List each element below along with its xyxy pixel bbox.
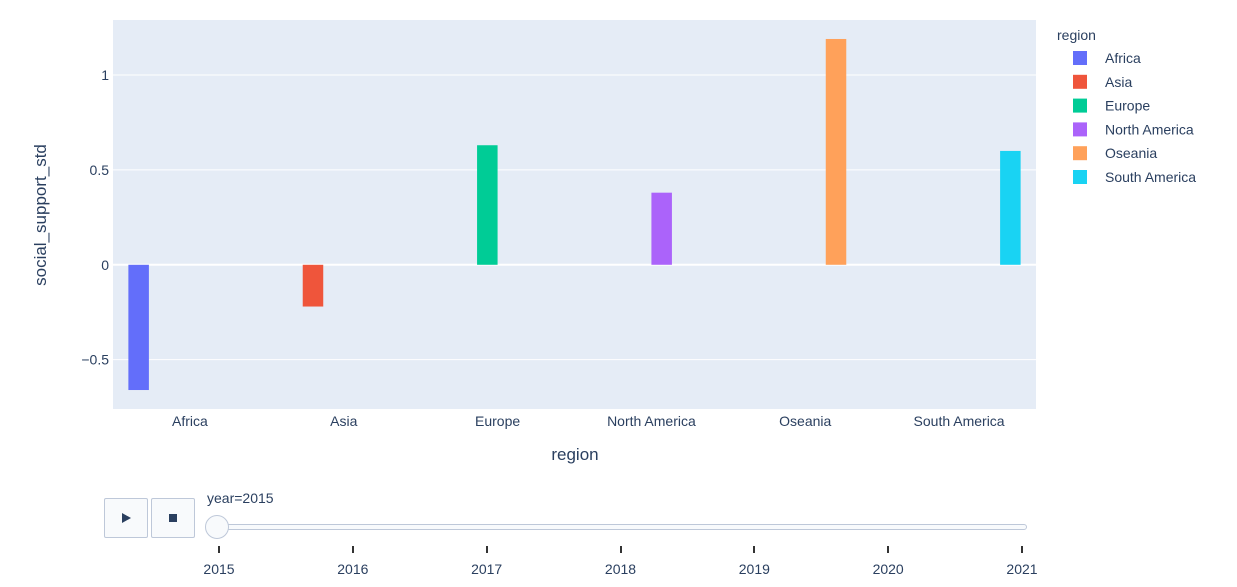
slider-step-label: 2020 — [872, 561, 904, 577]
bar-europe[interactable] — [477, 145, 498, 265]
legend-title: region — [1057, 27, 1096, 43]
stop-icon — [169, 514, 177, 522]
x-axis-title: region — [551, 445, 598, 464]
legend-item-label[interactable]: South America — [1105, 169, 1196, 185]
x-tick-label: Africa — [172, 413, 208, 429]
legend: region Africa Asia Europe North America Osea… — [1057, 27, 1196, 185]
y-axis-title: social_support_std — [31, 144, 50, 286]
play-button[interactable] — [104, 498, 148, 538]
slider-step-label: 2016 — [337, 561, 369, 577]
x-tick-labels: Africa Asia Europe North America Oseania Sout… — [172, 413, 1005, 429]
y-tick-label: 0 — [101, 257, 109, 273]
bar-north-america[interactable] — [651, 192, 672, 265]
legend-swatch[interactable] — [1073, 170, 1087, 184]
legend-item-label[interactable]: Europe — [1105, 98, 1150, 114]
slider-step-tick — [351, 546, 354, 553]
plot-area — [113, 20, 1036, 409]
slider-step-label: 2021 — [1006, 561, 1038, 577]
bar-oseania[interactable] — [825, 38, 847, 265]
bar-africa[interactable] — [128, 264, 149, 391]
slider-step-tick — [485, 546, 488, 553]
legend-swatch[interactable] — [1073, 98, 1087, 113]
slider-step-tick — [887, 546, 890, 553]
x-tick-label: Europe — [475, 413, 520, 429]
bars — [128, 38, 1021, 391]
y-tick-label: 0.5 — [90, 162, 110, 178]
slider-step-tick — [1021, 546, 1023, 553]
x-tick-label: Asia — [330, 413, 357, 429]
play-icon — [122, 513, 131, 523]
slider-current-label: year=2015 — [207, 490, 274, 506]
slider-step-label: 2015 — [203, 561, 235, 577]
legend-swatch[interactable] — [1073, 122, 1087, 137]
x-tick-label: South America — [914, 413, 1005, 429]
stop-button[interactable] — [151, 498, 195, 538]
slider-step-tick — [753, 546, 756, 553]
legend-item-label[interactable]: North America — [1105, 121, 1194, 137]
slider-step-label: 2018 — [604, 561, 637, 577]
slider-step-label: 2017 — [471, 561, 503, 577]
gridlines — [113, 74, 1036, 361]
y-tick-label: 1 — [101, 67, 109, 83]
legend-swatch[interactable] — [1073, 51, 1087, 65]
legend-swatch[interactable] — [1073, 146, 1087, 161]
legend-item-label[interactable]: Africa — [1105, 50, 1141, 66]
y-tick-label: −0.5 — [81, 352, 109, 368]
y-tick-labels: −0.5 0 0.5 1 — [81, 67, 109, 368]
legend-item-label[interactable]: Asia — [1105, 74, 1132, 90]
slider-step-tick — [218, 546, 220, 553]
slider-handle[interactable] — [205, 515, 229, 539]
x-tick-label: Oseania — [779, 413, 831, 429]
legend-swatch[interactable] — [1073, 74, 1087, 89]
slider-step-tick — [619, 546, 622, 553]
legend-item-label[interactable]: Oseania — [1105, 145, 1157, 161]
slider-track[interactable] — [217, 524, 1027, 530]
x-tick-label: North America — [607, 413, 696, 429]
bar-south-america[interactable] — [1000, 150, 1021, 265]
slider-step-label: 2019 — [738, 561, 770, 577]
bar-asia[interactable] — [302, 264, 324, 307]
